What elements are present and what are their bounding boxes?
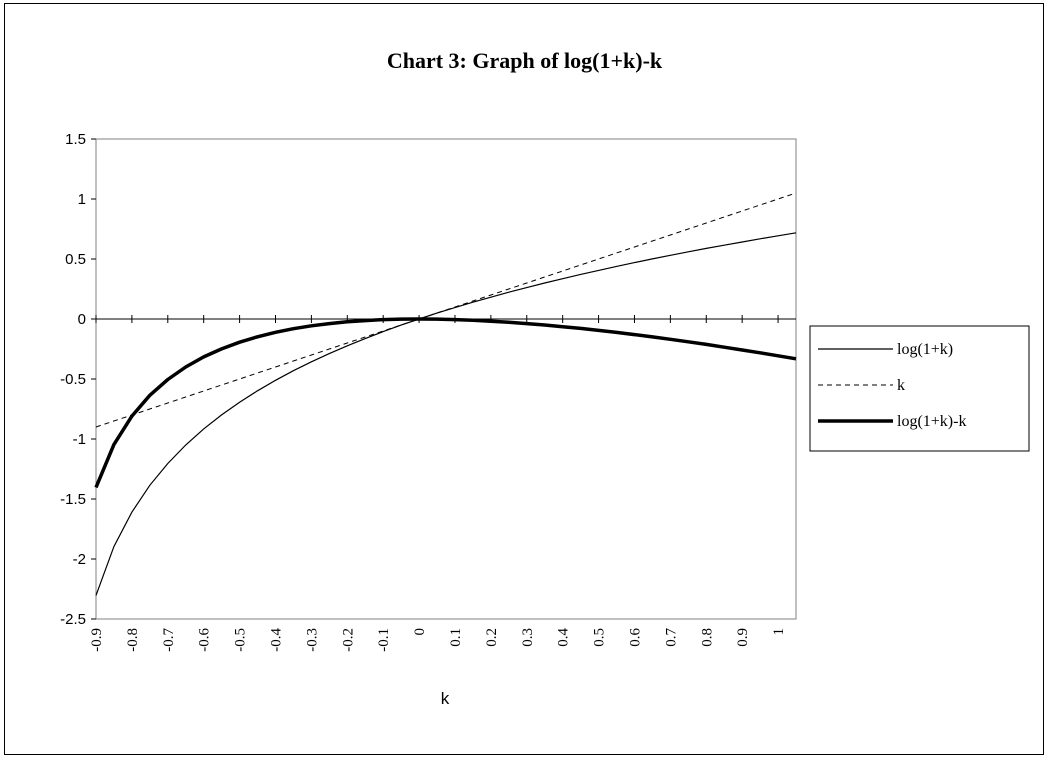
series-line-1 xyxy=(95,192,797,428)
x-tick-label: -0.3 xyxy=(304,628,320,652)
x-tick-label: -0.4 xyxy=(268,628,284,652)
y-tick-label: -0.5 xyxy=(60,371,86,388)
y-axis: 1.5 1 0.5 0 -0.5 -1 -1.5 -2 -2.5 xyxy=(60,131,796,628)
x-tick-label: 0.7 xyxy=(663,628,679,647)
series-line-2 xyxy=(94,317,797,489)
x-axis: -0.9 -0.8 -0.7 -0.6 -0.5 -0.4 -0.3 -0.2 -0.1 0 0.1… xyxy=(89,315,787,652)
x-tick-label: 0.3 xyxy=(520,628,536,647)
series-group xyxy=(94,192,797,596)
x-tick-label: -0.5 xyxy=(233,628,249,652)
x-tick-label: 1 xyxy=(771,628,787,636)
chart-title: Chart 3: Graph of log(1+k)-k xyxy=(386,48,663,73)
series-line-0 xyxy=(95,232,797,596)
plot-area xyxy=(95,138,797,620)
x-tick-label: -0.1 xyxy=(376,628,392,652)
y-tick-label: 1.5 xyxy=(65,131,86,148)
x-tick-label: 0.1 xyxy=(448,628,464,647)
x-tick-label: -0.7 xyxy=(161,628,177,652)
y-tick-label: 1 xyxy=(78,191,86,208)
legend-label-2: log(1+k)-k xyxy=(897,413,966,430)
plot-border xyxy=(95,138,797,620)
y-tick-label: 0 xyxy=(78,311,86,328)
x-tick-label: 0.2 xyxy=(484,628,500,647)
x-tick-label: 0.5 xyxy=(592,628,608,647)
y-tick-label: -1 xyxy=(73,431,86,448)
y-tick-label: -2.5 xyxy=(60,611,86,628)
legend-label-0: log(1+k) xyxy=(897,341,953,358)
x-axis-label: k xyxy=(441,689,450,708)
x-tick-label: -0.8 xyxy=(125,628,141,652)
x-tick-label: 0.8 xyxy=(699,628,715,647)
x-tick-label: 0.4 xyxy=(556,628,572,647)
legend-label-1: k xyxy=(897,377,905,394)
x-tick-label: 0 xyxy=(412,628,428,636)
legend: log(1+k) k log(1+k)-k xyxy=(809,325,1030,452)
y-tick-label: 0.5 xyxy=(65,251,86,268)
x-tick-label: 0.9 xyxy=(735,628,751,647)
x-tick-label: -0.6 xyxy=(197,628,213,652)
x-tick-label: -0.2 xyxy=(340,628,356,652)
y-tick-label: -2 xyxy=(73,551,86,568)
x-tick-label: 0.6 xyxy=(627,628,643,647)
y-tick-label: -1.5 xyxy=(60,491,86,508)
x-tick-label: -0.9 xyxy=(89,628,105,652)
legend-box xyxy=(809,325,1030,452)
